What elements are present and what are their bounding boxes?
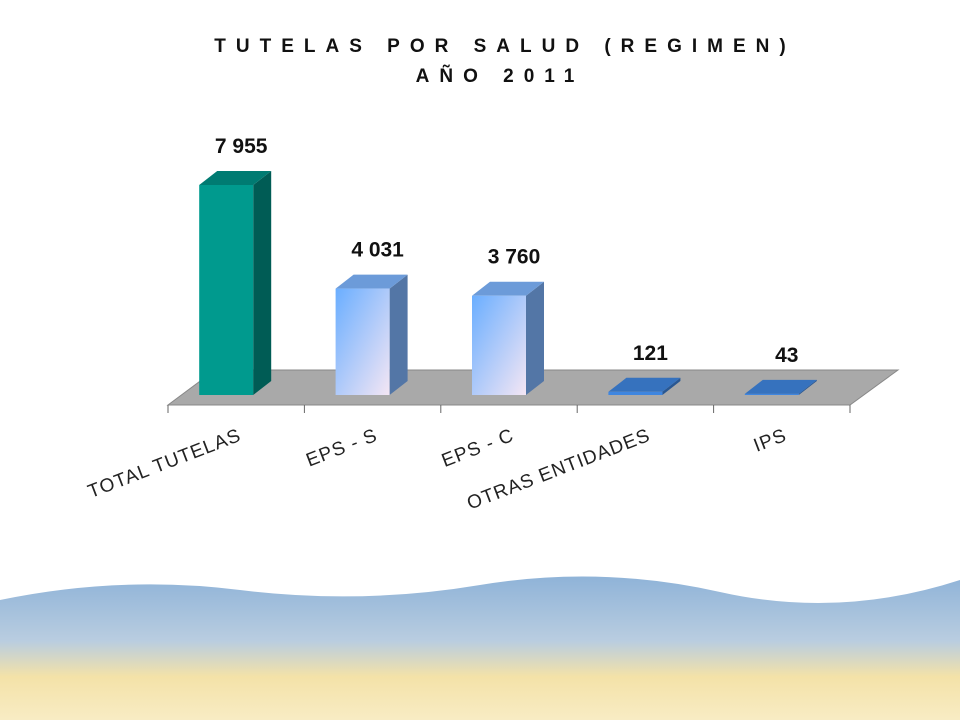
bar-side bbox=[662, 377, 681, 395]
value-label: 7 955 bbox=[215, 135, 268, 158]
bar-front bbox=[335, 288, 390, 395]
bar-side bbox=[798, 379, 817, 395]
bar-front bbox=[608, 391, 663, 395]
bar-side bbox=[526, 281, 544, 395]
bar-top bbox=[608, 377, 681, 392]
chart-subtitle: AÑO 2011 bbox=[416, 65, 585, 87]
x-tick-label: TOTAL TUTELAS bbox=[85, 425, 244, 503]
x-tick-label: EPS - C bbox=[439, 425, 517, 472]
value-label: 121 bbox=[633, 342, 668, 365]
bar-top bbox=[744, 379, 817, 394]
chart-title: TUTELAS POR SALUD (REGIMEN) bbox=[214, 36, 795, 57]
bar-front bbox=[199, 185, 254, 395]
decorative-banner bbox=[0, 576, 960, 720]
bar-top bbox=[199, 171, 272, 185]
x-tick-label: IPS bbox=[751, 425, 790, 457]
value-label: 3 760 bbox=[488, 246, 541, 269]
bar-top bbox=[472, 281, 544, 296]
bar-front bbox=[744, 393, 799, 395]
bar-side bbox=[389, 274, 408, 395]
value-label: 43 bbox=[775, 344, 798, 367]
bar-top bbox=[335, 274, 408, 289]
bar-front bbox=[472, 295, 526, 395]
bar-side bbox=[253, 171, 272, 395]
value-label: 4 031 bbox=[351, 239, 404, 262]
x-tick-label: EPS - S bbox=[303, 425, 380, 471]
plot-area: 7 955 TOTAL TUTELAS 4 031 EPS - S 3 760 EPS -… bbox=[85, 135, 851, 514]
